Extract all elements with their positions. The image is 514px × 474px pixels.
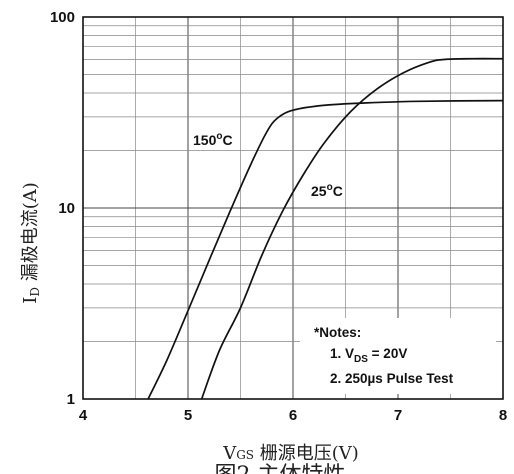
curve-25c [200, 57, 504, 400]
tick-labels: 4 5 6 7 8 1 10 100 [50, 9, 507, 424]
y-tick-label: 10 [58, 200, 75, 217]
grid-lines [82, 17, 504, 400]
x-axis-title: VGS 栅源电压(V) [222, 443, 359, 464]
x-tick-label: 7 [394, 407, 402, 424]
notes-box: *Notes: 1. VDS = 20V 2. 250µs Pulse Test [300, 318, 496, 394]
y-axis-title: ID 漏极电流(A) [20, 182, 42, 304]
x-tick-label: 8 [499, 407, 507, 424]
notes-title: *Notes: [314, 325, 361, 340]
plot-frame [82, 16, 504, 400]
x-tick-label: 5 [184, 407, 192, 424]
y-tick-label: 1 [67, 391, 75, 408]
notes-line-2: 2. 250µs Pulse Test [330, 371, 454, 386]
curve-150c [147, 99, 504, 400]
x-tick-label: 6 [289, 407, 297, 424]
notes-line-1: 1. VDS = 20V [330, 346, 407, 365]
series-label-25c: 25oC [311, 182, 343, 199]
figure-caption: 图2 主体特性 [215, 463, 346, 474]
series-label-150c: 150oC [193, 131, 233, 148]
y-tick-label: 100 [50, 9, 75, 26]
x-tick-label: 4 [79, 407, 88, 424]
curves [147, 57, 504, 400]
